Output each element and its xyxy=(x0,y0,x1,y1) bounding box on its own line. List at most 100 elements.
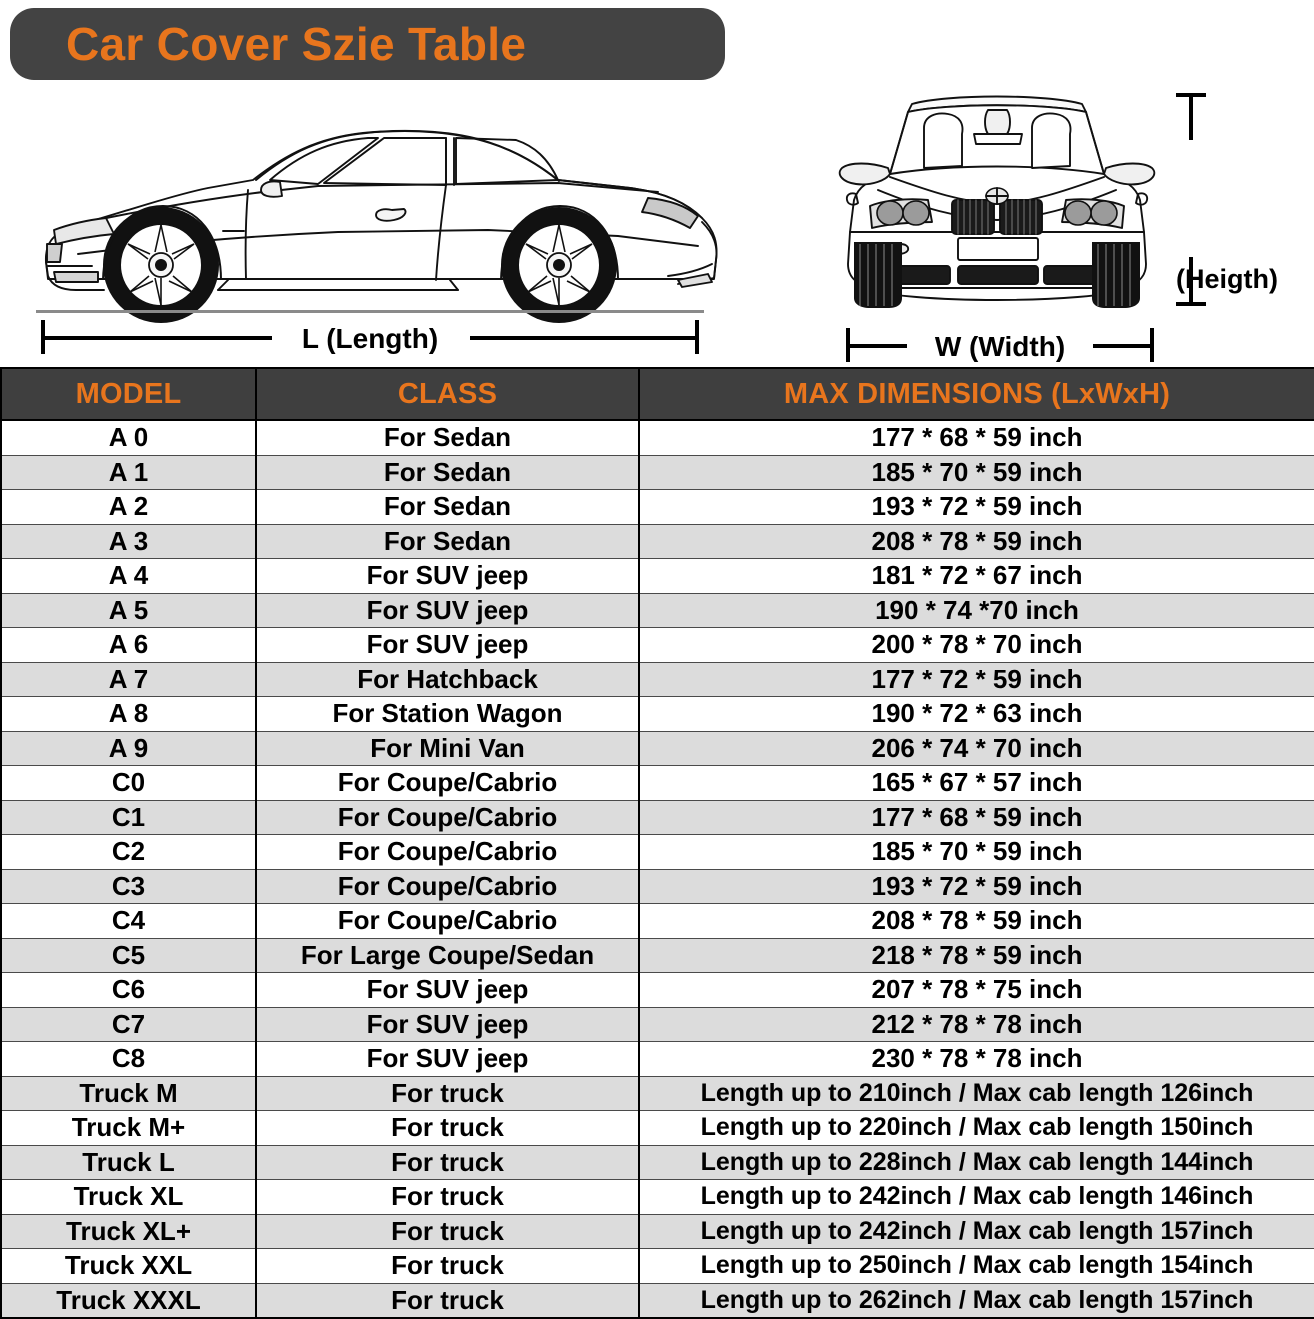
column-header-model: MODEL xyxy=(0,367,257,421)
cell-class: For truck xyxy=(255,1179,640,1215)
table-row: C7 For SUV jeep 212 * 78 * 78 inch xyxy=(0,1006,1314,1042)
cell-class: For SUV jeep xyxy=(255,558,640,594)
cell-model: Truck XXL xyxy=(0,1248,257,1284)
cell-dimensions: 230 * 78 * 78 inch xyxy=(638,1041,1314,1077)
cell-dimensions: Length up to 242inch / Max cab length 14… xyxy=(638,1179,1314,1215)
cell-class: For Sedan xyxy=(255,419,640,456)
cell-model: A 4 xyxy=(0,558,257,594)
length-dimension-marker: L (Length) xyxy=(40,314,700,356)
table-row: C2 For Coupe/Cabrio 185 * 70 * 59 inch xyxy=(0,834,1314,870)
cell-dimensions: Length up to 262inch / Max cab length 15… xyxy=(638,1282,1314,1319)
table-row: A 9 For Mini Van 206 * 74 * 70 inch xyxy=(0,730,1314,766)
cell-model: A 9 xyxy=(0,730,257,766)
column-header-dimensions: MAX DIMENSIONS (LxWxH) xyxy=(638,367,1314,421)
car-side-view-icon xyxy=(18,84,748,334)
cell-dimensions: 208 * 78 * 59 inch xyxy=(638,523,1314,559)
table-row: A 6 For SUV jeep 200 * 78 * 70 inch xyxy=(0,627,1314,663)
table-row: Truck XL+ For truck Length up to 242inch /… xyxy=(0,1213,1314,1249)
cell-model: Truck M+ xyxy=(0,1110,257,1146)
cell-model: C6 xyxy=(0,972,257,1008)
table-row: A 4 For SUV jeep 181 * 72 * 67 inch xyxy=(0,558,1314,594)
cell-class: For truck xyxy=(255,1075,640,1111)
cell-model: C8 xyxy=(0,1041,257,1077)
car-cover-size-table: MODEL CLASS MAX DIMENSIONS (LxWxH) A 0 Fo… xyxy=(0,367,1314,1319)
cell-class: For Station Wagon xyxy=(255,696,640,732)
table-row: A 8 For Station Wagon 190 * 72 * 63 inch xyxy=(0,696,1314,732)
cell-model: Truck XXXL xyxy=(0,1282,257,1319)
height-dimension-marker xyxy=(1168,92,1314,317)
cell-model: A 7 xyxy=(0,661,257,697)
cell-model: Truck XL+ xyxy=(0,1213,257,1249)
cell-model: A 3 xyxy=(0,523,257,559)
cell-dimensions: 212 * 78 * 78 inch xyxy=(638,1006,1314,1042)
cell-dimensions: Length up to 210inch / Max cab length 12… xyxy=(638,1075,1314,1111)
cell-dimensions: 190 * 72 * 63 inch xyxy=(638,696,1314,732)
table-row: C5 For Large Coupe/Sedan 218 * 78 * 59 inc… xyxy=(0,937,1314,973)
table-row: A 0 For Sedan 177 * 68 * 59 inch xyxy=(0,419,1314,456)
cell-model: A 8 xyxy=(0,696,257,732)
page-title-bar: Car Cover Szie Table xyxy=(10,8,725,80)
table-row: A 7 For Hatchback 177 * 72 * 59 inch xyxy=(0,661,1314,697)
table-row: Truck XXL For truck Length up to 250inch /… xyxy=(0,1248,1314,1284)
cell-dimensions: 208 * 78 * 59 inch xyxy=(638,903,1314,939)
table-row: A 1 For Sedan 185 * 70 * 59 inch xyxy=(0,454,1314,490)
car-front-view-icon xyxy=(832,82,1162,327)
cell-class: For Sedan xyxy=(255,489,640,525)
cell-class: For truck xyxy=(255,1213,640,1249)
cell-dimensions: 177 * 68 * 59 inch xyxy=(638,799,1314,835)
cell-dimensions: 185 * 70 * 59 inch xyxy=(638,834,1314,870)
cell-model: A 5 xyxy=(0,592,257,628)
cell-class: For Coupe/Cabrio xyxy=(255,903,640,939)
cell-class: For Coupe/Cabrio xyxy=(255,765,640,801)
table-row: A 3 For Sedan 208 * 78 * 59 inch xyxy=(0,523,1314,559)
cell-class: For SUV jeep xyxy=(255,627,640,663)
cell-class: For SUV jeep xyxy=(255,592,640,628)
illustration-area: L (Length) xyxy=(0,82,1314,367)
cell-model: A 0 xyxy=(0,419,257,456)
cell-dimensions: 185 * 70 * 59 inch xyxy=(638,454,1314,490)
table-row: C1 For Coupe/Cabrio 177 * 68 * 59 inch xyxy=(0,799,1314,835)
table-row: Truck L For truck Length up to 228inch / M… xyxy=(0,1144,1314,1180)
ground-reference-line xyxy=(36,310,704,313)
width-dimension-label: W (Width) xyxy=(935,331,1065,362)
table-row: C3 For Coupe/Cabrio 193 * 72 * 59 inch xyxy=(0,868,1314,904)
cell-class: For truck xyxy=(255,1144,640,1180)
table-row: Truck XXXL For truck Length up to 262inch … xyxy=(0,1282,1314,1319)
cell-class: For Coupe/Cabrio xyxy=(255,799,640,835)
cell-dimensions: Length up to 250inch / Max cab length 15… xyxy=(638,1248,1314,1284)
cell-dimensions: 177 * 72 * 59 inch xyxy=(638,661,1314,697)
cell-model: C7 xyxy=(0,1006,257,1042)
cell-class: For Large Coupe/Sedan xyxy=(255,937,640,973)
cell-class: For SUV jeep xyxy=(255,1006,640,1042)
cell-class: For truck xyxy=(255,1110,640,1146)
cell-dimensions: 206 * 74 * 70 inch xyxy=(638,730,1314,766)
cell-dimensions: 190 * 74 *70 inch xyxy=(638,592,1314,628)
cell-model: C4 xyxy=(0,903,257,939)
table-row: Truck M+ For truck Length up to 220inch / … xyxy=(0,1110,1314,1146)
cell-dimensions: Length up to 220inch / Max cab length 15… xyxy=(638,1110,1314,1146)
cell-model: C2 xyxy=(0,834,257,870)
table-row: Truck XL For truck Length up to 242inch / … xyxy=(0,1179,1314,1215)
cell-model: C0 xyxy=(0,765,257,801)
cell-dimensions: 193 * 72 * 59 inch xyxy=(638,489,1314,525)
table-row: A 2 For Sedan 193 * 72 * 59 inch xyxy=(0,489,1314,525)
cell-class: For Sedan xyxy=(255,454,640,490)
cell-dimensions: 207 * 78 * 75 inch xyxy=(638,972,1314,1008)
cell-dimensions: Length up to 242inch / Max cab length 15… xyxy=(638,1213,1314,1249)
cell-class: For truck xyxy=(255,1248,640,1284)
cell-model: A 2 xyxy=(0,489,257,525)
cell-model: Truck M xyxy=(0,1075,257,1111)
length-dimension-label: L (Length) xyxy=(302,323,438,354)
cell-class: For Sedan xyxy=(255,523,640,559)
cell-dimensions: 200 * 78 * 70 inch xyxy=(638,627,1314,663)
table-row: Truck M For truck Length up to 210inch / M… xyxy=(0,1075,1314,1111)
cell-class: For Coupe/Cabrio xyxy=(255,868,640,904)
cell-dimensions: 165 * 67 * 57 inch xyxy=(638,765,1314,801)
height-dimension-label: (Heigth) xyxy=(1176,264,1278,294)
cell-model: A 1 xyxy=(0,454,257,490)
cell-class: For Coupe/Cabrio xyxy=(255,834,640,870)
cell-class: For SUV jeep xyxy=(255,972,640,1008)
table-row: C6 For SUV jeep 207 * 78 * 75 inch xyxy=(0,972,1314,1008)
cell-dimensions: 181 * 72 * 67 inch xyxy=(638,558,1314,594)
table-row: C4 For Coupe/Cabrio 208 * 78 * 59 inch xyxy=(0,903,1314,939)
